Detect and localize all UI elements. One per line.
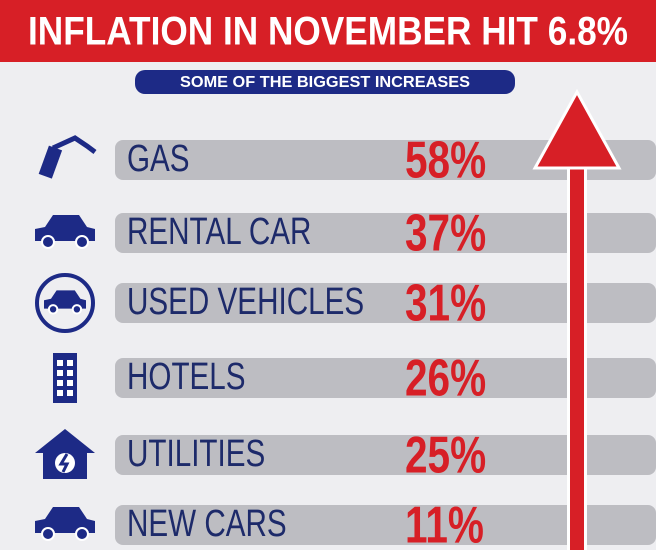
icon-part bbox=[71, 304, 83, 315]
icon-part bbox=[58, 453, 70, 473]
item-label: HOTELS bbox=[127, 356, 246, 398]
subtitle: SOME OF THE BIGGEST INCREASES bbox=[180, 74, 470, 91]
item-value: 11% bbox=[405, 496, 484, 550]
icon-part bbox=[57, 390, 63, 396]
item-value: 31% bbox=[405, 274, 486, 332]
icon-part bbox=[47, 304, 59, 315]
item-value: 58% bbox=[405, 131, 486, 189]
icon-part bbox=[35, 215, 95, 241]
icon-part bbox=[67, 390, 73, 396]
row-bar bbox=[115, 505, 656, 545]
item-label: RENTAL CAR bbox=[127, 211, 311, 253]
icon-part bbox=[44, 290, 86, 309]
icon bbox=[35, 429, 95, 479]
icon-part bbox=[57, 380, 63, 386]
item-label: UTILITIES bbox=[127, 433, 265, 475]
arrow bbox=[532, 88, 622, 550]
icon-part bbox=[53, 353, 77, 403]
icon bbox=[35, 507, 95, 541]
icon-part bbox=[41, 235, 55, 249]
icon bbox=[35, 215, 95, 249]
icon-part bbox=[41, 527, 55, 541]
row-bar bbox=[115, 213, 656, 253]
row: GAS 58% bbox=[38, 131, 656, 189]
row: NEW CARS 11% bbox=[35, 496, 656, 550]
icon-part bbox=[75, 235, 89, 249]
icon-part bbox=[57, 360, 63, 366]
rows: GAS 58% RENTAL CAR 37% USED VEHICLES 31% HOTEL… bbox=[35, 131, 656, 550]
item-value: 25% bbox=[405, 426, 486, 484]
arrow-head bbox=[532, 88, 622, 170]
icon-part bbox=[57, 370, 63, 376]
header-band bbox=[0, 0, 656, 62]
item-label: GAS bbox=[127, 138, 190, 180]
row: UTILITIES 25% bbox=[35, 426, 656, 484]
icon-part bbox=[67, 380, 73, 386]
row: HOTELS 26% bbox=[53, 349, 656, 407]
row-bar bbox=[115, 358, 656, 398]
icon-part bbox=[51, 135, 97, 154]
icon bbox=[53, 353, 77, 403]
row-bar bbox=[115, 140, 656, 180]
icon-part bbox=[38, 145, 63, 179]
icon-part bbox=[75, 527, 89, 541]
icon-part bbox=[35, 273, 95, 333]
row-bar bbox=[115, 435, 656, 475]
item-value: 26% bbox=[405, 349, 486, 407]
item-value: 37% bbox=[405, 204, 486, 262]
icon-part bbox=[67, 370, 73, 376]
item-label: NEW CARS bbox=[127, 503, 287, 545]
arrow-shaft bbox=[570, 150, 584, 550]
item-label: USED VEHICLES bbox=[127, 281, 364, 323]
row: RENTAL CAR 37% bbox=[35, 204, 656, 262]
icon bbox=[38, 135, 97, 179]
row-bar bbox=[115, 283, 656, 323]
icon bbox=[35, 273, 95, 333]
title: INFLATION IN NOVEMBER HIT 6.8% bbox=[28, 10, 628, 54]
icon-part bbox=[67, 360, 73, 366]
icon-part bbox=[35, 507, 95, 533]
subtitle-pill bbox=[135, 70, 515, 94]
row: USED VEHICLES 31% bbox=[35, 273, 656, 333]
